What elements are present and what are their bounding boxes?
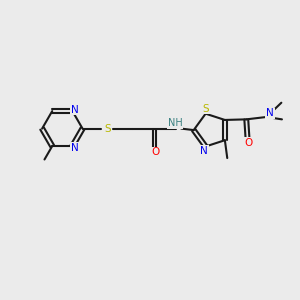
Text: N: N	[266, 108, 274, 118]
Text: O: O	[244, 138, 253, 148]
Text: N: N	[200, 146, 208, 156]
Text: N: N	[70, 142, 78, 153]
Text: NH: NH	[168, 118, 183, 128]
Text: S: S	[202, 103, 209, 114]
Text: S: S	[104, 124, 111, 134]
Text: N: N	[70, 105, 78, 115]
Text: O: O	[151, 147, 159, 158]
